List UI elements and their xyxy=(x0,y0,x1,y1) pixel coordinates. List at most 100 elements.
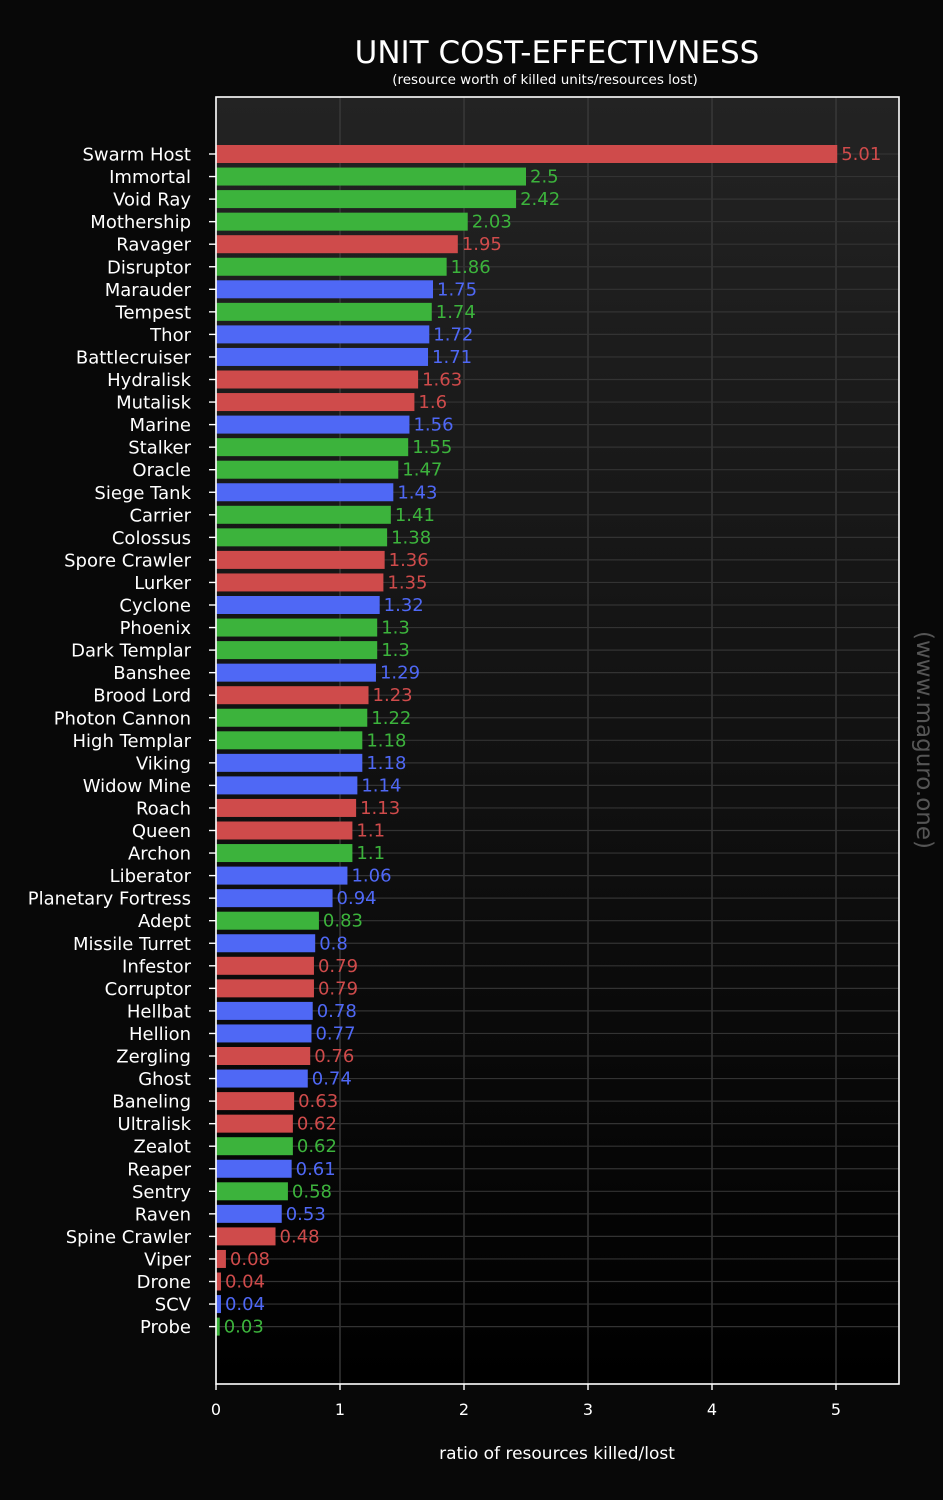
bar-value-label: 2.03 xyxy=(472,212,512,233)
y-tick-label: Infestor xyxy=(122,956,192,977)
y-tick-label: Spore Crawler xyxy=(64,550,191,571)
bar-value-label: 0.61 xyxy=(296,1159,336,1180)
y-tick-label: Siege Tank xyxy=(94,483,191,504)
bar xyxy=(216,325,430,344)
y-tick-label: Ultralisk xyxy=(118,1114,192,1135)
y-tick-label: Mothership xyxy=(90,212,191,233)
bar xyxy=(216,798,357,817)
bar-value-label: 0.63 xyxy=(298,1091,338,1112)
bar xyxy=(216,235,458,254)
x-tick-label: 1 xyxy=(335,1400,345,1419)
bar xyxy=(216,618,378,637)
bar xyxy=(216,347,429,366)
bar-value-label: 1.86 xyxy=(451,257,491,278)
bar-value-label: 0.48 xyxy=(280,1226,320,1247)
x-tick-label: 5 xyxy=(831,1400,841,1419)
bar-value-label: 1.6 xyxy=(418,392,447,413)
bar xyxy=(216,573,384,592)
bar-value-label: 1.63 xyxy=(422,370,462,391)
y-tick-label: High Templar xyxy=(73,731,192,752)
y-tick-label: Drone xyxy=(137,1272,191,1293)
bar xyxy=(216,821,353,840)
y-tick-label: Phoenix xyxy=(120,618,192,639)
bar-value-label: 1.35 xyxy=(387,572,427,593)
x-tick-label: 0 xyxy=(211,1400,221,1419)
y-tick-label: Hellbat xyxy=(127,1001,191,1022)
y-tick-label: Thor xyxy=(149,325,191,346)
bar xyxy=(216,686,369,705)
bar-value-label: 1.14 xyxy=(361,775,401,796)
bar-value-label: 0.53 xyxy=(286,1204,326,1225)
bar xyxy=(216,393,415,412)
bar-value-label: 0.8 xyxy=(319,933,348,954)
y-tick-label: Roach xyxy=(136,798,191,819)
y-tick-label: Ghost xyxy=(138,1069,191,1090)
bar-value-label: 0.77 xyxy=(315,1023,355,1044)
y-tick-label: Viper xyxy=(144,1249,191,1270)
bar xyxy=(216,1182,288,1201)
bar xyxy=(216,302,432,321)
bar-value-label: 2.5 xyxy=(530,167,559,188)
bar-value-label: 0.78 xyxy=(317,1001,357,1022)
x-axis-label: ratio of resources killed/lost xyxy=(439,1444,675,1464)
bar xyxy=(216,415,410,434)
bar xyxy=(216,370,419,389)
y-tick-label: Disruptor xyxy=(107,257,192,278)
bar-value-label: 0.08 xyxy=(230,1249,270,1270)
x-axis: 0 1 2 3 4 5 xyxy=(211,1384,841,1419)
bar xyxy=(216,596,380,614)
y-tick-label: Sentry xyxy=(132,1182,191,1203)
bar xyxy=(216,1047,311,1065)
bar xyxy=(216,1092,295,1111)
bar xyxy=(216,1001,313,1020)
bar xyxy=(216,956,314,975)
y-tick-label: Widow Mine xyxy=(83,776,191,797)
bar xyxy=(216,1024,312,1043)
bar xyxy=(216,505,391,524)
bar xyxy=(216,167,526,186)
bar xyxy=(216,1317,220,1336)
bar-value-label: 1.38 xyxy=(391,527,431,548)
bar-value-label: 1.71 xyxy=(432,347,472,368)
bar-value-label: 1.72 xyxy=(433,324,473,345)
bar-value-label: 1.3 xyxy=(381,618,410,639)
bar-value-label: 1.3 xyxy=(381,640,410,661)
y-tick-label: Ravager xyxy=(116,235,191,256)
bar-value-label: 1.18 xyxy=(366,730,406,751)
y-tick-label: SCV xyxy=(155,1295,192,1316)
y-tick-label: Viking xyxy=(136,753,191,774)
bar-value-label: 0.62 xyxy=(297,1136,337,1157)
bar xyxy=(216,483,394,502)
y-tick-label: Adept xyxy=(138,911,191,932)
y-tick-label: Marine xyxy=(130,415,191,436)
y-tick-label: Planetary Fortress xyxy=(28,889,191,910)
chart-title: UNIT COST-EFFECTIVNESS xyxy=(355,35,760,71)
y-tick-label: Liberator xyxy=(110,866,192,887)
bar xyxy=(216,731,363,750)
bar-value-label: 0.94 xyxy=(337,888,377,909)
bar-value-label: 0.74 xyxy=(312,1069,352,1090)
bar-value-label: 1.74 xyxy=(436,302,476,323)
bar xyxy=(216,550,385,569)
x-tick-label: 3 xyxy=(583,1400,593,1419)
bar xyxy=(216,708,368,727)
bar-value-label: 1.06 xyxy=(351,866,391,887)
y-tick-label: Hydralisk xyxy=(107,370,191,391)
y-tick-label: Hellion xyxy=(129,1024,191,1045)
bar xyxy=(216,641,378,660)
bar-value-label: 1.32 xyxy=(384,595,424,616)
bar-value-label: 1.22 xyxy=(371,708,411,729)
y-tick-label: Marauder xyxy=(105,280,192,301)
bar xyxy=(216,776,358,795)
bar xyxy=(216,190,517,209)
y-tick-label: Brood Lord xyxy=(93,686,191,707)
watermark: (www.maguro.one) xyxy=(911,631,937,849)
bar-value-label: 1.95 xyxy=(462,234,502,255)
bar-value-label: 0.79 xyxy=(318,956,358,977)
x-tick-label: 2 xyxy=(459,1400,469,1419)
y-tick-label: Colossus xyxy=(112,528,191,549)
y-tick-label: Archon xyxy=(128,844,191,865)
bars: 5.012.52.422.031.951.861.751.741.721.711… xyxy=(216,144,881,1338)
